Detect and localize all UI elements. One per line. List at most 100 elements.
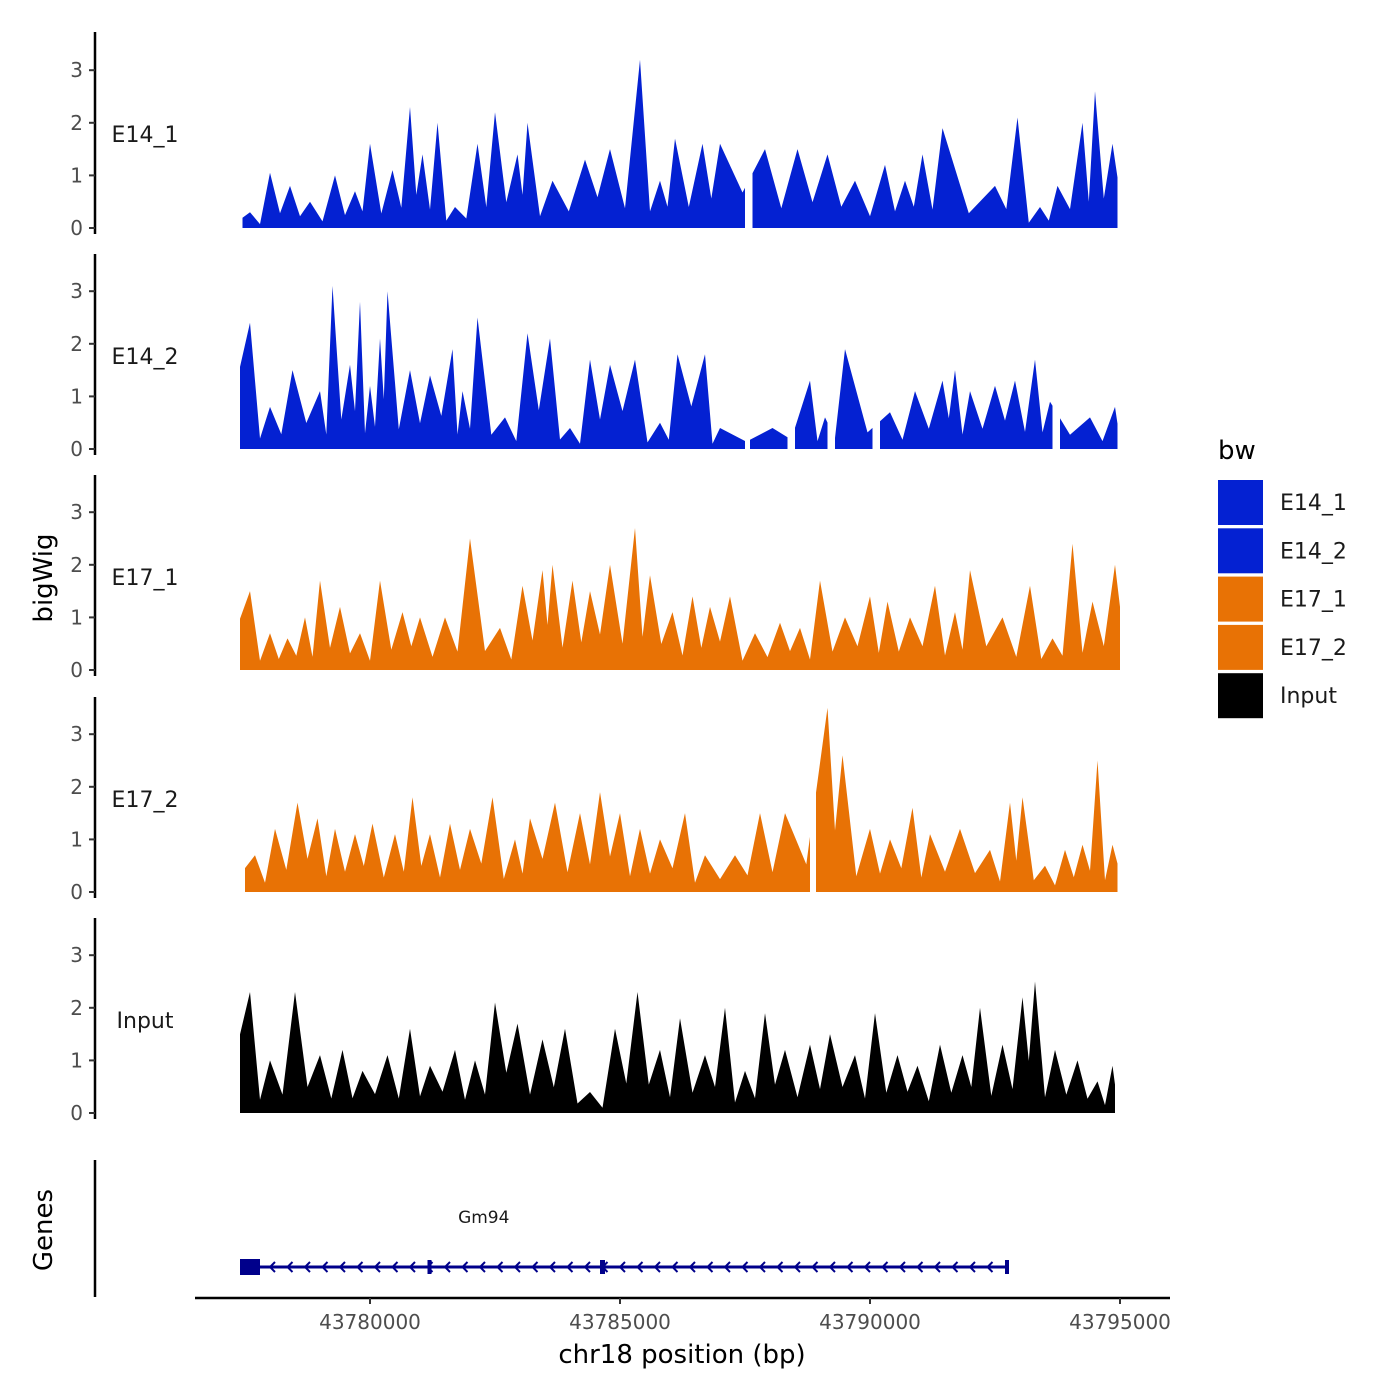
- y-tick-label: 0: [70, 1101, 83, 1125]
- y-tick-label: 1: [70, 605, 83, 629]
- gene-label: Gm94: [458, 1208, 509, 1228]
- x-tick-label: 43785000: [569, 1310, 671, 1334]
- y-tick-label: 2: [70, 775, 83, 799]
- strand-arrow: [531, 1261, 539, 1273]
- gene-exon: [600, 1260, 605, 1274]
- y-tick-label: 3: [70, 722, 83, 746]
- strand-arrow: [303, 1261, 311, 1273]
- coverage-area: [835, 349, 873, 449]
- gene-exon: [1005, 1260, 1009, 1274]
- legend-label: E14_1: [1280, 491, 1347, 516]
- y-tick-label: 3: [70, 279, 83, 303]
- bigwig-axis-title: bigWig: [29, 533, 59, 622]
- track-label: E17_1: [112, 566, 179, 591]
- track-input: 0 1 2 3 Input: [70, 918, 1115, 1125]
- strand-arrow: [268, 1261, 276, 1273]
- y-tick-label: 0: [70, 880, 83, 904]
- strand-arrow: [496, 1261, 504, 1273]
- coverage-area: [795, 380, 828, 449]
- coverage-area: [240, 981, 1115, 1113]
- legend-label: Input: [1280, 684, 1337, 709]
- strand-arrow: [286, 1261, 294, 1273]
- strand-arrow: [723, 1261, 731, 1273]
- legend-swatch: [1218, 480, 1263, 525]
- strand-arrow: [583, 1261, 591, 1273]
- coverage-area: [240, 528, 1120, 670]
- strand-arrow: [373, 1261, 381, 1273]
- coverage-area: [240, 285, 745, 449]
- strand-arrow: [916, 1261, 924, 1273]
- strand-arrow: [478, 1261, 486, 1273]
- strand-arrow: [741, 1261, 749, 1273]
- y-tick-label: 3: [70, 58, 83, 82]
- strand-arrow: [951, 1261, 959, 1273]
- coverage-area: [242, 59, 745, 229]
- coverage-area: [752, 91, 1118, 228]
- strand-arrow: [356, 1261, 364, 1273]
- legend-label: E17_2: [1280, 636, 1347, 661]
- strand-arrow: [548, 1261, 556, 1273]
- y-tick-label: 2: [70, 332, 83, 356]
- y-tick-label: 3: [70, 943, 83, 967]
- strand-arrow: [968, 1261, 976, 1273]
- strand-arrow: [881, 1261, 889, 1273]
- strand-arrow: [618, 1261, 626, 1273]
- genes-axis-title: Genes: [29, 1189, 59, 1271]
- legend-title: bw: [1218, 436, 1256, 466]
- strand-arrow: [461, 1261, 469, 1273]
- track-e14-1: 0 1 2 3 E14_1: [70, 32, 1118, 240]
- strand-arrow: [863, 1261, 871, 1273]
- strand-arrow: [513, 1261, 521, 1273]
- x-tick-label: 43780000: [319, 1310, 421, 1334]
- strand-arrow: [566, 1261, 574, 1273]
- strand-arrow: [811, 1261, 819, 1273]
- strand-arrow: [706, 1261, 714, 1273]
- strand-arrow: [986, 1261, 994, 1273]
- strand-arrow: [338, 1261, 346, 1273]
- strand-arrow: [653, 1261, 661, 1273]
- gene-exon: [427, 1260, 432, 1274]
- strand-arrow: [758, 1261, 766, 1273]
- y-tick-label: 0: [70, 216, 83, 240]
- y-tick-label: 3: [70, 500, 83, 524]
- legend-swatch: [1218, 673, 1263, 719]
- strand-arrow: [443, 1261, 451, 1273]
- strand-arrow: [828, 1261, 836, 1273]
- coverage-area: [245, 792, 810, 892]
- legend: bw E14_1 E14_2 E17_1 E17_2 Input: [1218, 436, 1347, 719]
- legend-swatch: [1218, 528, 1263, 574]
- strand-arrow: [391, 1261, 399, 1273]
- gene-exon: [240, 1259, 260, 1275]
- track-e14-2: 0 1 2 3 E14_2: [70, 254, 1118, 461]
- coverage-area: [880, 359, 1053, 449]
- gene-model: Gm94: [240, 1208, 1009, 1275]
- coverage-area: [750, 428, 788, 449]
- legend-label: E14_2: [1280, 539, 1347, 564]
- y-tick-label: 1: [70, 1048, 83, 1072]
- x-axis-title: chr18 position (bp): [558, 1340, 805, 1370]
- track-label: Input: [117, 1009, 174, 1034]
- coverage-area: [1060, 406, 1118, 449]
- strand-arrow: [636, 1261, 644, 1273]
- y-tick-label: 2: [70, 111, 83, 135]
- strand-arrow: [846, 1261, 854, 1273]
- y-tick-label: 2: [70, 996, 83, 1020]
- y-tick-label: 1: [70, 163, 83, 187]
- strand-arrow: [776, 1261, 784, 1273]
- track-label: E14_1: [112, 123, 179, 148]
- strand-arrow: [671, 1261, 679, 1273]
- legend-swatch: [1218, 576, 1263, 622]
- legend-label: E17_1: [1280, 588, 1347, 613]
- strand-arrow: [408, 1261, 416, 1273]
- legend-swatch: [1218, 624, 1263, 670]
- y-tick-label: 1: [70, 384, 83, 408]
- x-tick-label: 43790000: [819, 1310, 921, 1334]
- track-e17-1: 0 1 2 3 E17_1: [70, 475, 1120, 682]
- strand-arrow: [898, 1261, 906, 1273]
- y-tick-label: 2: [70, 553, 83, 577]
- track-label: E14_2: [112, 345, 179, 370]
- x-tick-label: 43795000: [1069, 1310, 1171, 1334]
- y-tick-label: 1: [70, 827, 83, 851]
- strand-arrow: [793, 1261, 801, 1273]
